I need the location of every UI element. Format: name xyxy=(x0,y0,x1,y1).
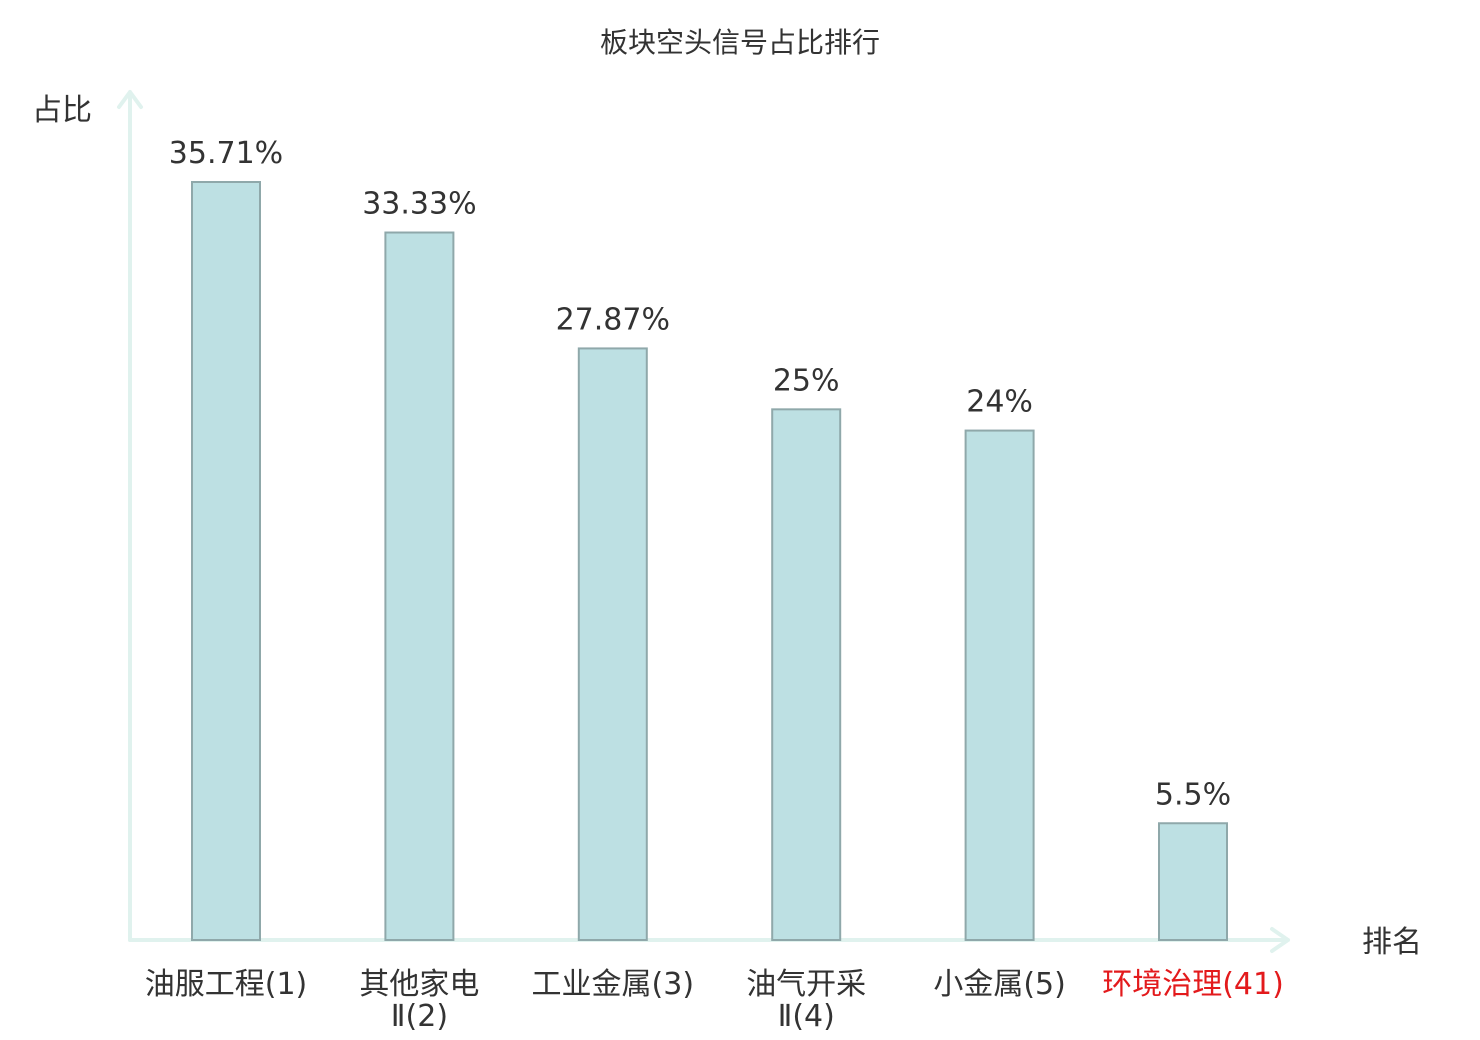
category-label: 其他家电 Ⅱ(2) xyxy=(359,967,479,1034)
value-label: 25% xyxy=(773,363,840,398)
category-label: 小金属(5) xyxy=(933,967,1066,1002)
category-rank: (5) xyxy=(1023,967,1066,1002)
category-name: 小金属 xyxy=(933,967,1023,1002)
category-name: 油服工程 xyxy=(145,967,265,1002)
category-name: 工业金属 xyxy=(532,967,652,1002)
x-axis-label: 排名 xyxy=(1362,925,1422,960)
category-label: 工业金属(3) xyxy=(532,967,695,1002)
category-labels-group: 油服工程(1) 其他家电 Ⅱ(2) 工业金属(3) 油气开采 Ⅱ(4) 小金属(5) 环境治理… xyxy=(145,967,1284,1034)
y-axis-line xyxy=(117,90,143,942)
value-label: 5.5% xyxy=(1155,777,1231,812)
bar xyxy=(964,429,1035,941)
category-label: 环境治理(41) xyxy=(1102,967,1284,1002)
bar xyxy=(577,347,648,941)
category-rank: (3) xyxy=(652,967,695,1002)
bar xyxy=(191,181,261,941)
axes xyxy=(117,90,1290,953)
y-axis-label: 占比 xyxy=(32,93,92,128)
chart-title: 板块空头信号占比排行 xyxy=(600,26,880,59)
bar xyxy=(384,231,455,942)
value-label: 33.33% xyxy=(362,187,476,222)
value-label: 27.87% xyxy=(556,302,670,337)
category-name: 环境治理 xyxy=(1102,967,1222,1002)
category-name: 其他家电 xyxy=(359,967,479,1002)
bars-group xyxy=(191,181,1228,942)
bar xyxy=(1158,822,1228,941)
value-label: 24% xyxy=(966,385,1033,420)
category-label: 油服工程(1) xyxy=(145,967,308,1002)
value-label: 35.71% xyxy=(169,136,283,171)
category-rank: Ⅱ(4) xyxy=(778,999,835,1034)
x-axis-line xyxy=(128,927,1290,953)
category-rank: (41) xyxy=(1222,967,1284,1002)
value-labels-group: 35.71% 33.33% 27.87% 25% 24% 5.5% xyxy=(169,136,1231,812)
category-rank: Ⅱ(2) xyxy=(391,999,448,1034)
category-name: 油气开采 xyxy=(746,967,866,1002)
bar xyxy=(771,408,842,942)
category-rank: (1) xyxy=(265,967,308,1002)
category-label: 油气开采 Ⅱ(4) xyxy=(746,967,866,1034)
